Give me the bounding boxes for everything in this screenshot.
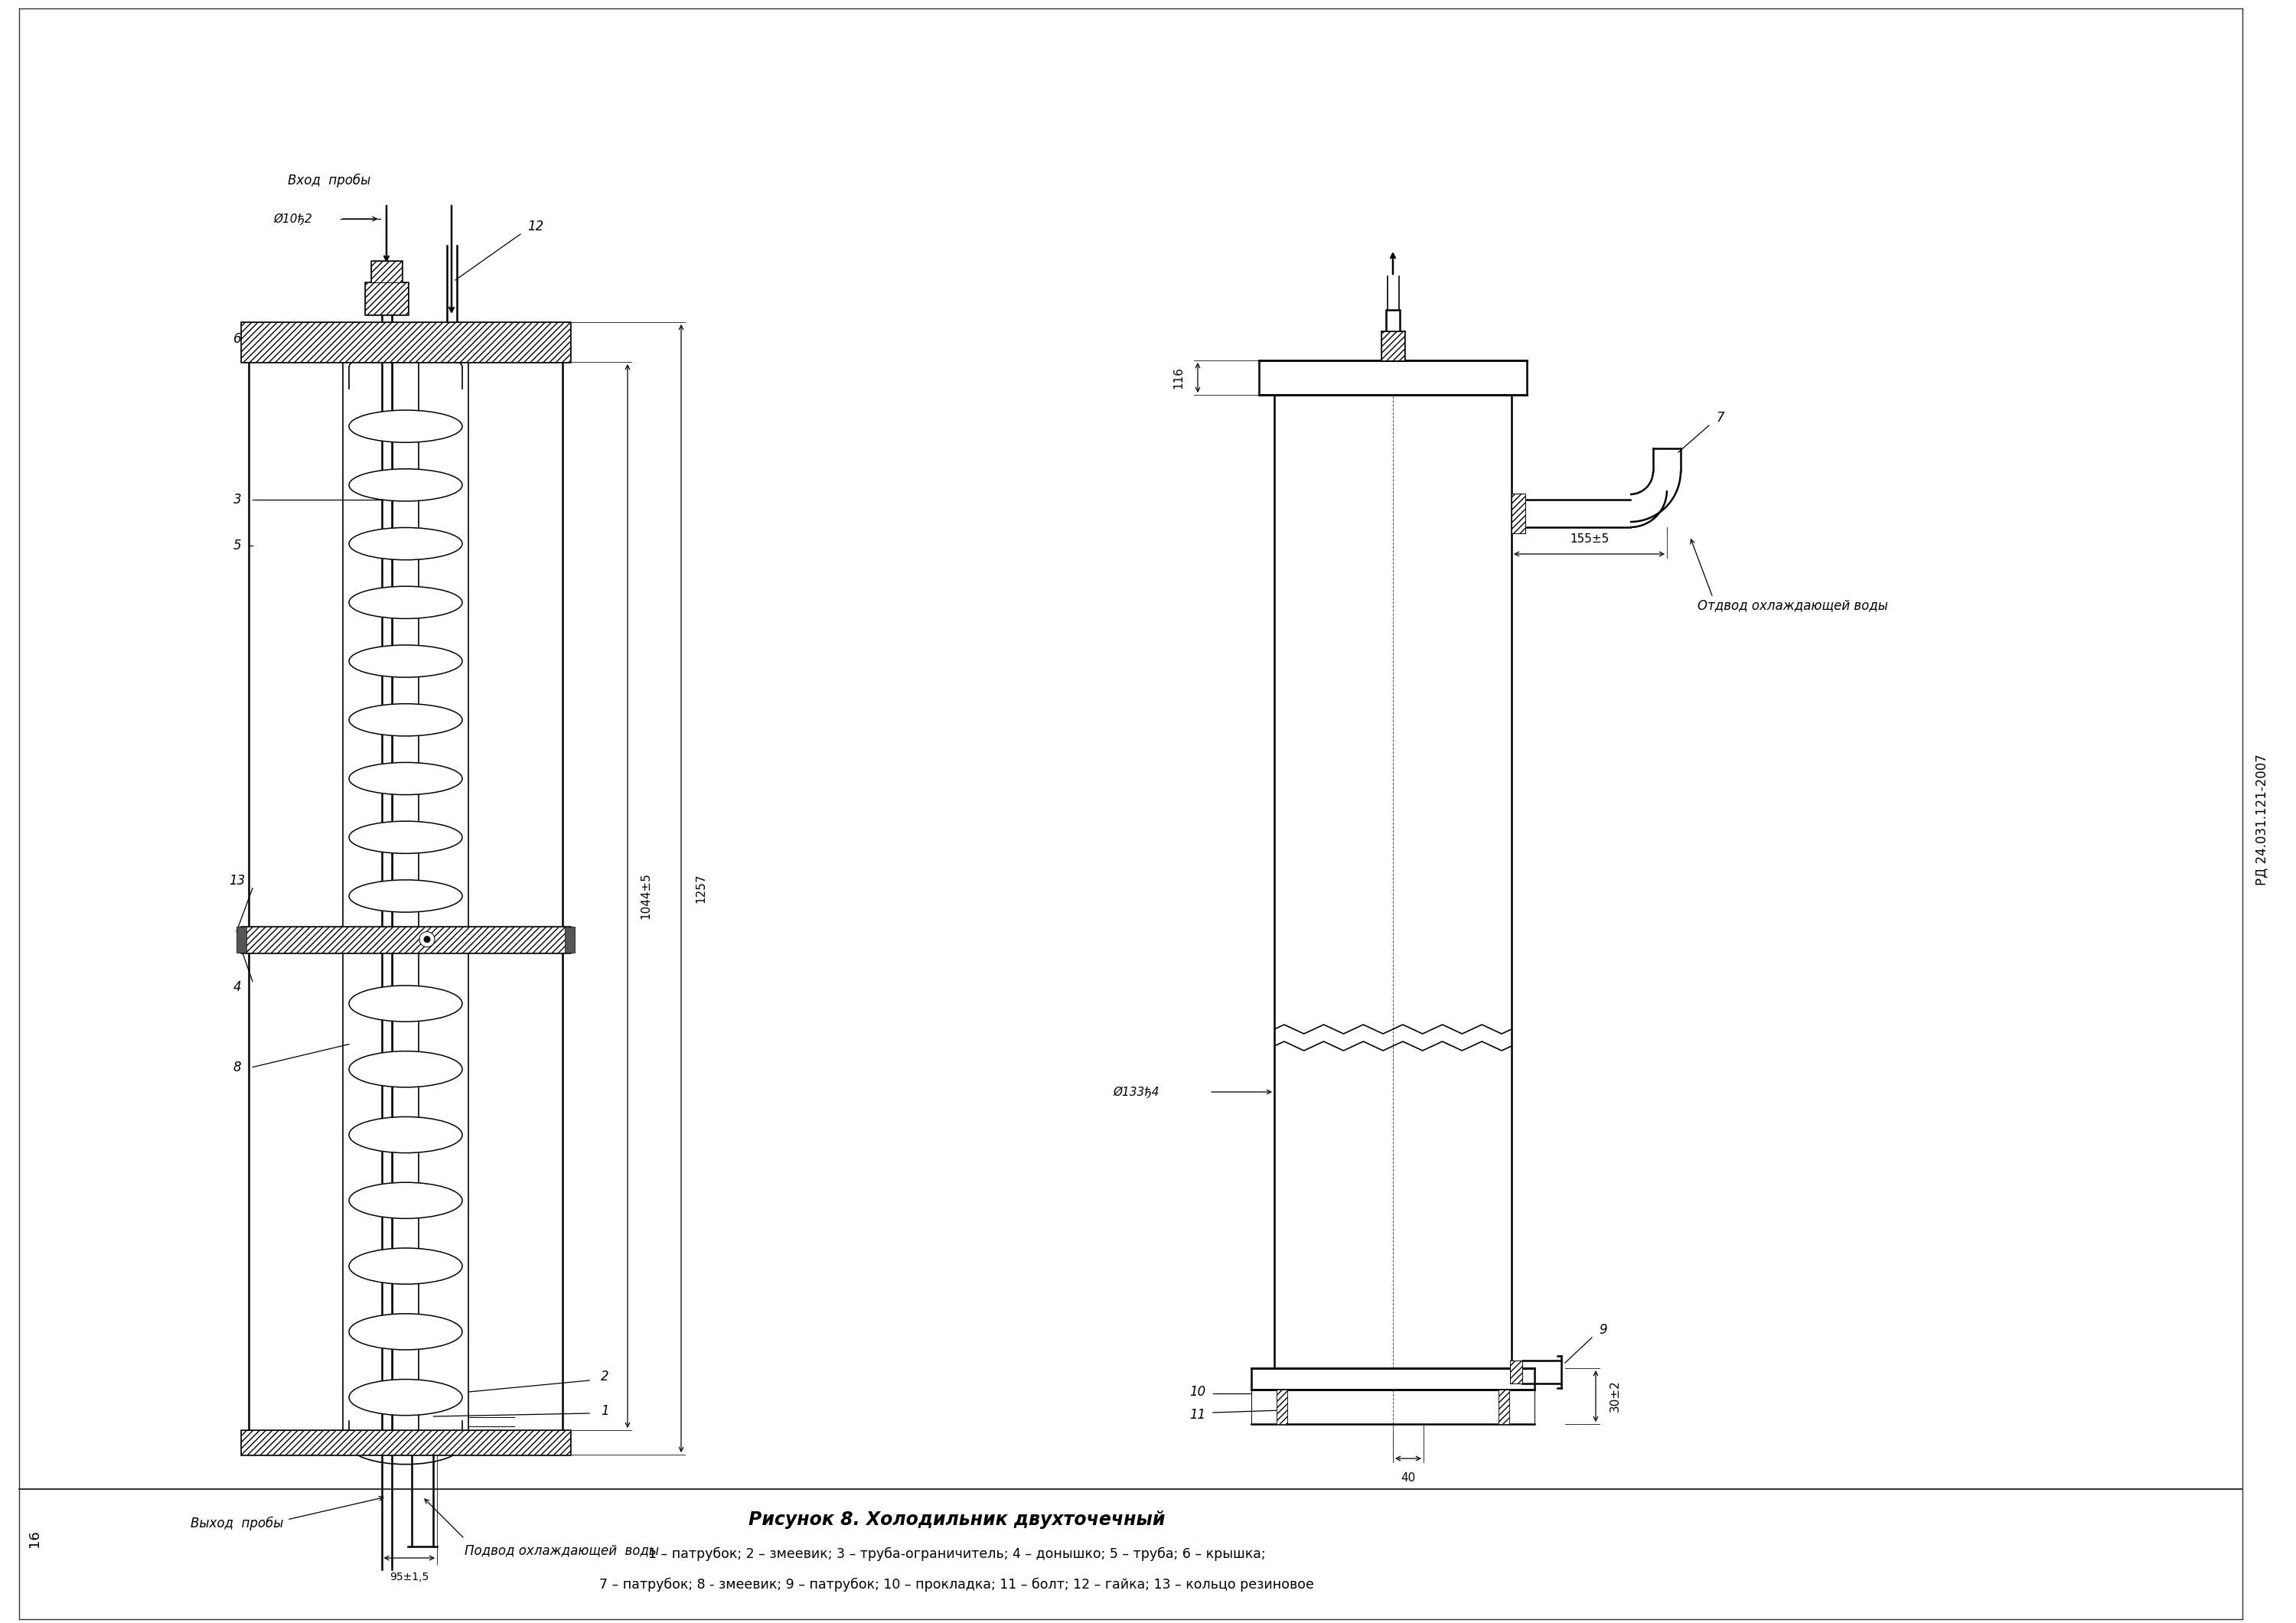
Bar — [241, 321, 569, 362]
Text: Подвод охлаждающей  воды: Подвод охлаждающей воды — [464, 1543, 659, 1556]
Text: Отдвод охлаждающей воды: Отдвод охлаждающей воды — [1697, 599, 1887, 612]
Ellipse shape — [349, 763, 461, 795]
Bar — [372, 261, 402, 282]
Text: 13: 13 — [230, 873, 246, 888]
Bar — [372, 261, 402, 282]
Bar — [241, 1430, 569, 1454]
Text: 10: 10 — [1189, 1384, 1205, 1399]
Ellipse shape — [349, 1313, 461, 1350]
Text: 40: 40 — [1401, 1472, 1417, 1483]
Circle shape — [425, 936, 429, 943]
Bar — [1251, 1368, 1534, 1389]
Circle shape — [420, 932, 434, 946]
Text: 2: 2 — [602, 1370, 608, 1383]
Text: 1: 1 — [602, 1404, 608, 1419]
Text: 4: 4 — [234, 980, 241, 993]
Text: 155±5: 155±5 — [1570, 534, 1609, 545]
Text: 95±1,5: 95±1,5 — [390, 1571, 429, 1582]
Text: Рисунок 8. Холодильник двухточечный: Рисунок 8. Холодильник двухточечный — [748, 1511, 1164, 1529]
Text: 1044±5: 1044±5 — [641, 873, 652, 919]
Bar — [365, 282, 409, 315]
Bar — [241, 321, 569, 362]
Ellipse shape — [349, 704, 461, 737]
Text: 6: 6 — [234, 333, 241, 346]
Text: Ø10ђ2: Ø10ђ2 — [273, 213, 312, 226]
Ellipse shape — [349, 1052, 461, 1087]
Bar — [1387, 310, 1401, 331]
Ellipse shape — [349, 821, 461, 854]
Ellipse shape — [349, 411, 461, 443]
Text: 16: 16 — [28, 1530, 41, 1548]
Text: 1 – патрубок; 2 – змеевик; 3 – труба-ограничитель; 4 – донышко; 5 – труба; 6 – к: 1 – патрубок; 2 – змеевик; 3 – труба-огр… — [647, 1547, 1265, 1561]
Bar — [565, 927, 574, 953]
Bar — [365, 282, 409, 315]
Ellipse shape — [349, 586, 461, 618]
Bar — [1499, 1389, 1508, 1423]
Text: 30±2: 30±2 — [1609, 1380, 1621, 1412]
Ellipse shape — [349, 527, 461, 560]
Ellipse shape — [349, 880, 461, 912]
Text: 3: 3 — [234, 493, 241, 506]
Text: 7 – патрубок; 8 - змеевик; 9 – патрубок; 10 – прокладка; 11 – болт; 12 – гайка; : 7 – патрубок; 8 - змеевик; 9 – патрубок;… — [599, 1578, 1313, 1592]
Text: Ø133ђ4: Ø133ђ4 — [1114, 1086, 1159, 1097]
Bar — [1258, 360, 1527, 394]
Bar — [241, 927, 569, 953]
Bar — [1382, 331, 1405, 360]
Text: 7: 7 — [1717, 411, 1724, 425]
Ellipse shape — [349, 1248, 461, 1284]
Text: Выход  пробы: Выход пробы — [191, 1516, 282, 1530]
Text: РД 24.031.121-2007: РД 24.031.121-2007 — [2255, 753, 2268, 885]
Text: 116: 116 — [1173, 367, 1185, 390]
Bar — [1277, 1389, 1288, 1423]
Bar — [1277, 1389, 1288, 1423]
Text: 8: 8 — [234, 1060, 241, 1074]
Bar — [1511, 493, 1525, 534]
Ellipse shape — [349, 1183, 461, 1219]
Bar — [1499, 1389, 1508, 1423]
Bar — [241, 1430, 569, 1454]
Bar — [1511, 1360, 1522, 1383]
Bar — [1382, 331, 1405, 360]
Text: Вход  пробы: Вход пробы — [287, 174, 370, 188]
Ellipse shape — [349, 469, 461, 502]
Text: 11: 11 — [1189, 1409, 1205, 1422]
Ellipse shape — [349, 985, 461, 1021]
Text: 9: 9 — [1600, 1323, 1607, 1337]
Text: 1257: 1257 — [696, 873, 707, 902]
Bar — [241, 927, 569, 953]
Bar — [236, 927, 246, 953]
Text: 5: 5 — [234, 539, 241, 552]
Ellipse shape — [349, 1380, 461, 1415]
Text: 12: 12 — [528, 219, 544, 234]
Ellipse shape — [349, 644, 461, 677]
Ellipse shape — [349, 1117, 461, 1152]
